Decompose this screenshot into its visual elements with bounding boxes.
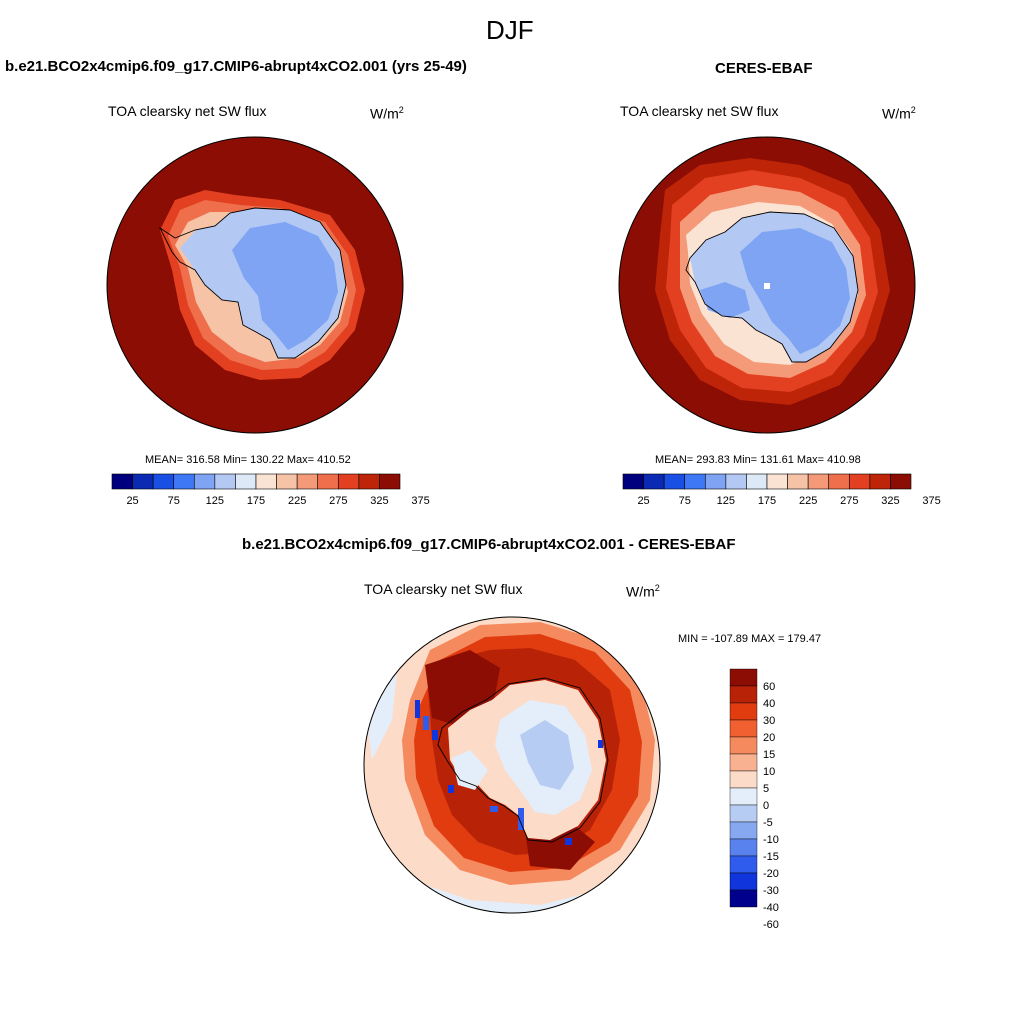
obs-colorbar-cell [869, 473, 891, 490]
obs-variable-label: TOA clearsky net SW flux [620, 103, 779, 119]
figure-title: DJF [486, 15, 534, 45]
obs-colorbar-cell [684, 473, 706, 490]
obs-colorbar-cell [766, 473, 788, 490]
obs-colorbar: 25 75 125 175 225 275 325 375 [622, 473, 941, 507]
model-variable-label: TOA clearsky net SW flux [108, 103, 267, 119]
obs-colorbar-tick-label: 275 [840, 495, 858, 507]
model-colorbar-cell [358, 473, 380, 490]
model-polar-map [106, 136, 404, 434]
diff-colorbar: 60 40 30 20 15 10 5 0 -5 -10 -15 -20 -30 -40 -60 [729, 668, 779, 931]
obs-units-label: W/m2 [882, 105, 916, 122]
diff-colorbar-tick-label: 10 [763, 766, 775, 778]
model-colorbar-tick-label: 275 [329, 495, 347, 507]
obs-colorbar-cell [848, 473, 871, 490]
obs-colorbar-tick-label: 225 [799, 495, 817, 507]
diff-colorbar-tick-label: -10 [763, 834, 779, 846]
diff-panel-title: b.e21.BCO2x4cmip6.f09_g17.CMIP6-abrupt4x… [242, 536, 736, 553]
diff-colorbar-cell [729, 753, 758, 772]
diff-colorbar-cell [729, 821, 758, 840]
model-colorbar-cell [173, 473, 195, 490]
diff-units-label: W/m2 [626, 583, 660, 600]
obs-colorbar-tick-label: 375 [922, 495, 940, 507]
diff-colorbar-tick-label: -5 [763, 817, 773, 829]
model-colorbar-tick-label: 75 [168, 495, 180, 507]
obs-stats-label: MEAN= 293.83 Min= 131.61 Max= 410.98 [655, 454, 861, 466]
obs-panel-title: CERES-EBAF [715, 60, 813, 77]
obs-colorbar-cell [807, 473, 830, 490]
diff-colorbar-cell [729, 838, 758, 857]
diff-colorbar-tick-label: 40 [763, 698, 775, 710]
obs-colorbar-tick-label: 125 [717, 495, 735, 507]
model-colorbar-cell [255, 473, 277, 490]
model-units-label: W/m2 [370, 105, 404, 122]
diff-colorbar-cell [729, 736, 758, 755]
model-colorbar-cell [132, 473, 154, 490]
model-colorbar-tick-label: 25 [126, 495, 138, 507]
model-colorbar-tick-label: 125 [206, 495, 224, 507]
model-colorbar-tick-label: 175 [247, 495, 265, 507]
diff-colorbar-cell [729, 855, 758, 874]
diff-colorbar-tick-label: 5 [763, 783, 769, 795]
model-colorbar-cell [214, 473, 236, 490]
obs-colorbar-cell [643, 473, 665, 490]
obs-colorbar-cell [725, 473, 747, 490]
diff-colorbar-cell [729, 668, 758, 687]
model-colorbar-cell [193, 473, 216, 490]
diff-colorbar-cell [729, 685, 758, 704]
diff-stats-label: MIN = -107.89 MAX = 179.47 [678, 633, 822, 645]
diff-colorbar-tick-label: -30 [763, 885, 779, 897]
model-colorbar-cell [152, 473, 175, 490]
model-colorbar-tick-label: 225 [288, 495, 306, 507]
obs-colorbar-cell [890, 473, 912, 490]
diff-colorbar-cell [729, 719, 758, 738]
diff-variable-label: TOA clearsky net SW flux [364, 581, 523, 597]
diff-colorbar-cell [729, 804, 758, 823]
model-colorbar-cell [296, 473, 319, 490]
obs-colorbar-tick-label: 75 [679, 495, 691, 507]
model-colorbar-tick-label: 375 [411, 495, 429, 507]
obs-polar-map [618, 136, 916, 434]
diff-colorbar-tick-label: -40 [763, 902, 779, 914]
obs-colorbar-cell [787, 473, 809, 490]
model-colorbar-cell [276, 473, 298, 490]
diff-colorbar-cell [729, 872, 758, 891]
diff-colorbar-cell [729, 702, 758, 721]
diff-polar-map [363, 616, 661, 914]
obs-colorbar-tick-label: 25 [637, 495, 649, 507]
diff-colorbar-tick-label: 0 [763, 800, 769, 812]
diff-colorbar-tick-label: 60 [763, 681, 775, 693]
model-colorbar-cell [235, 473, 257, 490]
diff-colorbar-tick-label: -15 [763, 851, 779, 863]
diff-colorbar-cell [729, 770, 758, 789]
diff-colorbar-cell [729, 889, 758, 908]
obs-colorbar-cell [704, 473, 727, 490]
obs-colorbar-cell [828, 473, 850, 490]
diff-colorbar-tick-label: 30 [763, 715, 775, 727]
obs-colorbar-cell [622, 473, 644, 490]
diff-colorbar-tick-label: 20 [763, 732, 775, 744]
diff-colorbar-cell [729, 787, 758, 806]
model-colorbar-cell [379, 473, 401, 490]
model-stats-label: MEAN= 316.58 Min= 130.22 Max= 410.52 [145, 454, 351, 466]
model-colorbar-cell [317, 473, 339, 490]
obs-colorbar-cell [663, 473, 686, 490]
diff-colorbar-tick-label: -60 [763, 919, 779, 931]
model-panel-title: b.e21.BCO2x4cmip6.f09_g17.CMIP6-abrupt4x… [5, 58, 467, 75]
model-colorbar-cell [111, 473, 133, 490]
model-colorbar: 25 75 125 175 225 275 325 375 [111, 473, 430, 507]
diff-colorbar-tick-label: 15 [763, 749, 775, 761]
obs-colorbar-cell [746, 473, 768, 490]
obs-colorbar-tick-label: 175 [758, 495, 776, 507]
diff-colorbar-tick-label: -20 [763, 868, 779, 880]
model-colorbar-cell [337, 473, 360, 490]
model-colorbar-tick-label: 325 [370, 495, 388, 507]
obs-colorbar-tick-label: 325 [881, 495, 899, 507]
